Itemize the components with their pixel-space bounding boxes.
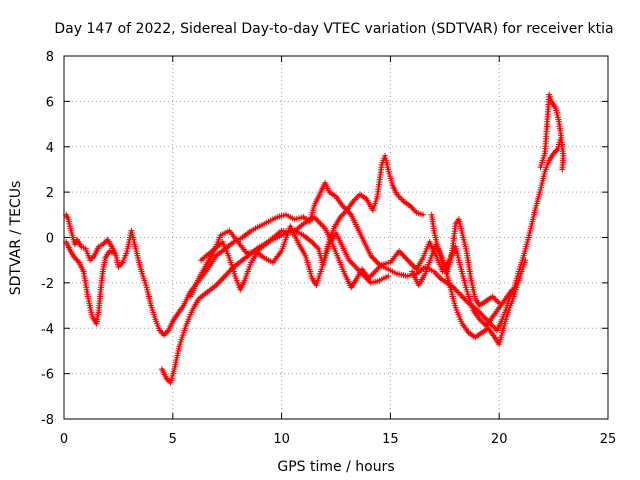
series-plus-markers [63,239,117,327]
x-tick-label: 0 [60,432,68,447]
y-tick-label: -8 [41,413,54,428]
series-sat-a [63,136,564,339]
y-axis-label: SDTVAR / TECUs [8,181,24,296]
series-plus-markers [198,214,516,329]
series-plus-markers [63,136,564,339]
data-series-layer [63,91,567,386]
series-plus-markers [537,91,567,173]
x-tick-label: 15 [382,432,399,447]
y-tick-label: -4 [41,322,54,337]
y-tick-label: -6 [41,368,54,383]
series-sat-b [63,239,117,327]
chart-title: Day 147 of 2022, Sidereal Day-to-day VTE… [54,21,613,37]
y-tick-label: 0 [46,232,54,247]
y-tick-label: 8 [46,50,54,65]
series-plus-markers [428,211,503,309]
y-tick-label: 4 [46,141,54,156]
series-sat-f [409,241,529,348]
series-sat-e [187,223,392,300]
x-tick-label: 10 [273,432,290,447]
series-plus-markers [187,223,392,300]
y-tick-label: 6 [46,95,54,110]
series-sat-g [428,211,503,309]
x-tick-label: 20 [491,432,508,447]
grid [64,56,608,419]
x-tick-label: 5 [169,432,177,447]
x-tick-label: 25 [600,432,617,447]
y-tick-label: 2 [46,186,54,201]
series-sat-h [537,91,567,173]
y-tick-label: -2 [41,277,54,292]
x-axis-label: GPS time / hours [277,459,394,475]
series-sat-c [158,152,426,386]
axis-ticks: 0 5 10 15 20 25 -8 -6 -4 -2 0 2 4 6 8 [41,50,616,447]
